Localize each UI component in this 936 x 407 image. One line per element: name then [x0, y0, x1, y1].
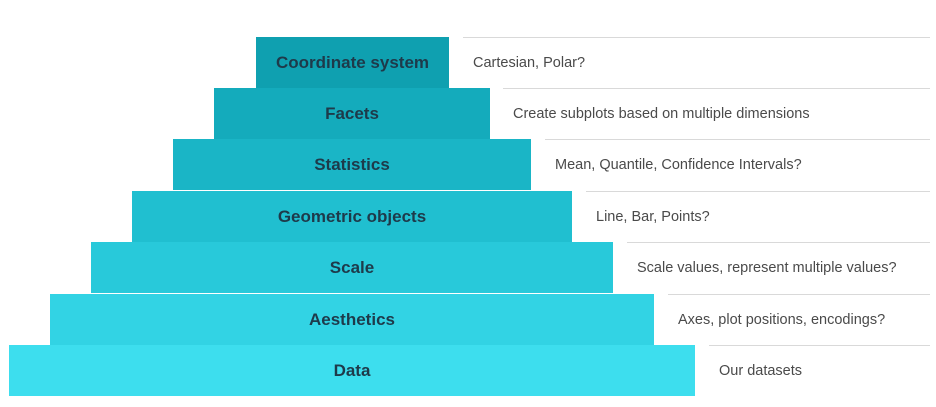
description-geometric-objects: Line, Bar, Points?	[586, 191, 930, 242]
layer-aesthetics: Aesthetics	[50, 294, 654, 345]
description-data: Our datasets	[709, 345, 930, 396]
layer-geometric-objects: Geometric objects	[132, 191, 572, 242]
description-statistics: Mean, Quantile, Confidence Intervals?	[545, 139, 930, 190]
description-coordinate-system: Cartesian, Polar?	[463, 37, 930, 88]
layer-data: Data	[9, 345, 695, 396]
layer-statistics: Statistics	[173, 139, 531, 190]
layer-facets: Facets	[214, 88, 490, 139]
description-facets: Create subplots based on multiple dimens…	[503, 88, 930, 139]
description-scale: Scale values, represent multiple values?	[627, 242, 930, 293]
layer-coordinate-system: Coordinate system	[256, 37, 449, 88]
layer-scale: Scale	[91, 242, 613, 293]
description-aesthetics: Axes, plot positions, encodings?	[668, 294, 930, 345]
